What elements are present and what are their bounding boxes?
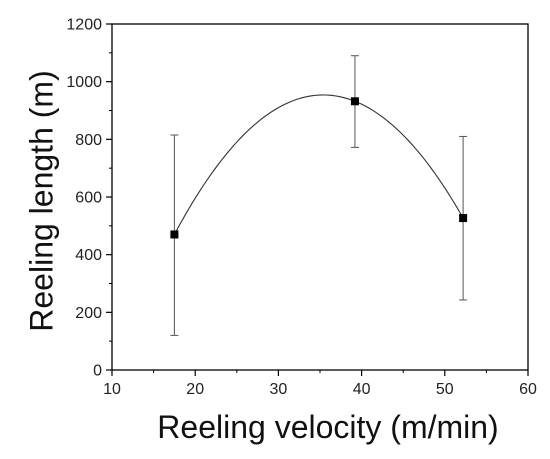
data-point-3 [459, 214, 468, 223]
y-tick-label: 800 [75, 132, 102, 149]
y-tick-label: 200 [75, 305, 102, 322]
x-axis-title: Reeling velocity (m/min) [157, 409, 498, 445]
y-tick-label: 1000 [66, 74, 102, 91]
fit-curve [173, 94, 464, 235]
data-point-1 [170, 230, 179, 239]
marker-layer [170, 97, 468, 239]
x-tick-label: 60 [519, 381, 537, 398]
y-tick-label: 0 [93, 363, 102, 380]
x-tick-label: 40 [353, 381, 371, 398]
curve-layer [173, 94, 464, 235]
x-tick-label: 50 [436, 381, 454, 398]
errorbar-layer [170, 55, 468, 336]
y-tick-label: 600 [75, 190, 102, 207]
x-tick-label: 30 [270, 381, 288, 398]
data-point-2 [350, 97, 359, 106]
y-tick-label: 400 [75, 247, 102, 264]
x-tick-label: 20 [186, 381, 204, 398]
label-layer: Reeling velocity (m/min) Reeling length … [23, 70, 498, 445]
y-axis-title: Reeling length (m) [23, 70, 59, 331]
y-tick-label: 1200 [66, 17, 102, 34]
x-tick-label: 10 [103, 381, 121, 398]
